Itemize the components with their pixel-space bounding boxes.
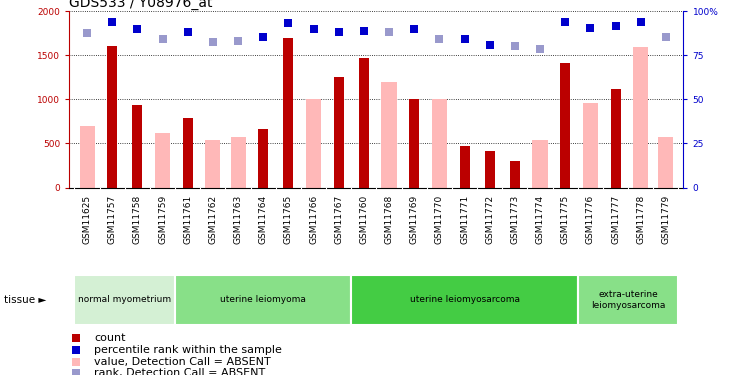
Text: GSM11770: GSM11770: [435, 194, 444, 244]
Point: [426, 124, 438, 130]
Bar: [132, 105, 143, 188]
Bar: [333, 77, 344, 188]
Text: percentile rank within the sample: percentile rank within the sample: [94, 345, 282, 355]
Point: [182, 29, 194, 35]
Text: rank, Detection Call = ABSENT: rank, Detection Call = ABSENT: [94, 368, 265, 375]
Bar: [359, 58, 369, 188]
Text: GDS533 / Y08976_at: GDS533 / Y08976_at: [69, 0, 213, 10]
Point: [610, 23, 621, 29]
Bar: [583, 103, 598, 188]
Bar: [532, 140, 548, 188]
Text: GSM11772: GSM11772: [485, 194, 494, 243]
Point: [333, 28, 344, 34]
Point: [559, 19, 571, 25]
Bar: [510, 161, 520, 188]
Bar: [610, 89, 621, 188]
Text: GSM11757: GSM11757: [107, 194, 117, 244]
Text: GSM11764: GSM11764: [259, 194, 268, 243]
Bar: [485, 152, 495, 188]
Text: GSM11779: GSM11779: [662, 194, 670, 244]
Point: [534, 46, 546, 52]
Point: [257, 34, 269, 40]
Text: GSM11766: GSM11766: [309, 194, 318, 244]
Text: GSM11777: GSM11777: [611, 194, 620, 244]
Bar: [258, 129, 268, 188]
Point: [81, 30, 93, 36]
Bar: [460, 146, 469, 188]
Point: [635, 19, 646, 25]
Bar: [155, 133, 170, 188]
Bar: [577, 275, 678, 325]
Text: GSM11761: GSM11761: [183, 194, 192, 244]
Point: [509, 43, 520, 49]
Text: uterine leiomyoma: uterine leiomyoma: [220, 296, 306, 304]
Point: [433, 36, 445, 42]
Bar: [175, 275, 352, 325]
Text: count: count: [94, 333, 126, 343]
Text: GSM11762: GSM11762: [208, 194, 217, 243]
Bar: [432, 99, 447, 188]
Point: [484, 42, 496, 48]
Text: uterine leiomyosarcoma: uterine leiomyosarcoma: [409, 296, 520, 304]
Text: GSM11768: GSM11768: [385, 194, 393, 244]
Point: [207, 39, 219, 45]
Bar: [409, 99, 420, 188]
Text: GSM11760: GSM11760: [360, 194, 368, 244]
Text: GSM11625: GSM11625: [83, 194, 91, 243]
Point: [458, 36, 470, 42]
Bar: [560, 63, 570, 188]
Point: [585, 25, 596, 31]
Bar: [75, 275, 175, 325]
Point: [426, 329, 438, 335]
Point: [156, 36, 168, 42]
Bar: [352, 275, 577, 325]
Bar: [230, 137, 246, 188]
Text: GSM11767: GSM11767: [334, 194, 344, 244]
Bar: [659, 137, 673, 188]
Text: GSM11769: GSM11769: [409, 194, 419, 244]
Text: normal myometrium: normal myometrium: [78, 296, 171, 304]
Bar: [284, 38, 293, 188]
Bar: [183, 118, 193, 188]
Point: [132, 26, 143, 32]
Point: [409, 26, 420, 32]
Text: GSM11773: GSM11773: [510, 194, 520, 244]
Text: tissue ►: tissue ►: [4, 295, 46, 305]
Text: extra-uterine
leiomyosarcoma: extra-uterine leiomyosarcoma: [591, 290, 665, 310]
Point: [426, 235, 438, 241]
Bar: [205, 140, 221, 188]
Point: [107, 19, 118, 25]
Bar: [382, 82, 397, 188]
Point: [232, 38, 244, 44]
Bar: [80, 126, 94, 188]
Text: GSM11775: GSM11775: [561, 194, 569, 244]
Bar: [107, 46, 117, 188]
Bar: [306, 99, 321, 188]
Text: GSM11778: GSM11778: [636, 194, 645, 244]
Text: GSM11776: GSM11776: [586, 194, 595, 244]
Text: GSM11763: GSM11763: [233, 194, 243, 244]
Bar: [633, 46, 648, 188]
Text: GSM11771: GSM11771: [460, 194, 469, 244]
Point: [358, 28, 370, 34]
Text: GSM11759: GSM11759: [158, 194, 167, 244]
Text: GSM11758: GSM11758: [133, 194, 142, 244]
Point: [426, 14, 438, 20]
Text: GSM11765: GSM11765: [284, 194, 293, 244]
Text: GSM11774: GSM11774: [536, 194, 545, 243]
Text: value, Detection Call = ABSENT: value, Detection Call = ABSENT: [94, 357, 270, 368]
Point: [283, 20, 295, 26]
Point: [383, 29, 395, 35]
Point: [308, 26, 319, 32]
Point: [660, 34, 672, 40]
